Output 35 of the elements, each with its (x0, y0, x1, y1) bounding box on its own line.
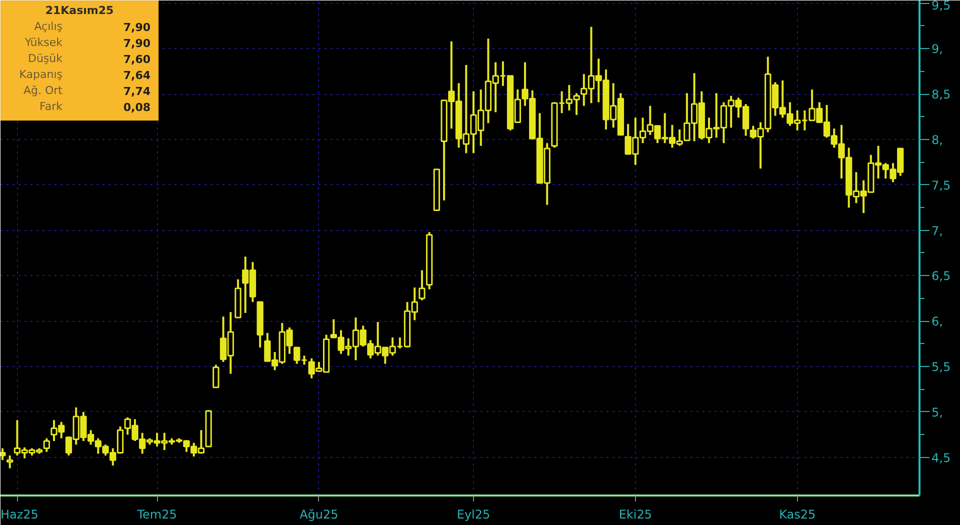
y-tick-label: 4,5 (932, 450, 951, 465)
annotation: 21Kasım25 (45, 4, 114, 17)
annotation: Ağ. Ort (24, 84, 64, 97)
y-tick-label: 6,5 (932, 269, 951, 284)
y-tick-label: 9, (932, 42, 943, 56)
candlestick (0, 447, 6, 462)
annotation: Açılış (34, 20, 63, 33)
y-tick-label: 5, (932, 405, 943, 420)
y-tick-label: 7,5 (932, 178, 951, 192)
annotation: 7,60 (123, 53, 151, 66)
y-tick-label: 8,5 (932, 88, 951, 102)
annotation: Fark (40, 100, 64, 113)
y-tick-label: 5,5 (932, 360, 951, 374)
annotation: 7,90 (123, 37, 151, 50)
annotation: 7,74 (123, 85, 151, 98)
annotation: Yüksek (24, 36, 64, 49)
annotation: 7,64 (123, 69, 151, 82)
x-tick-label: Eki25 (618, 508, 652, 522)
candlestick (6, 454, 14, 470)
annotation: 0,08 (123, 101, 150, 114)
candlestick (212, 364, 220, 388)
x-tick-label: Haz25 (0, 508, 38, 522)
candlestick (43, 437, 50, 453)
x-tick-label: Kas25 (779, 508, 816, 522)
y-tick-label: 6, (932, 314, 943, 329)
annotation: 7,90 (123, 21, 151, 34)
annotation: Kapanış (19, 68, 63, 81)
annotation: Düşük (28, 52, 64, 65)
y-tick-label: 7, (932, 224, 943, 238)
candlestick (418, 269, 426, 302)
y-tick-label: 8, (932, 132, 943, 147)
x-tick-label: Ağu25 (300, 508, 338, 522)
x-tick-label: Eyl25 (456, 508, 490, 522)
y-tick-label: 9,5 (932, 0, 951, 12)
x-tick-label: Tem25 (136, 508, 177, 522)
